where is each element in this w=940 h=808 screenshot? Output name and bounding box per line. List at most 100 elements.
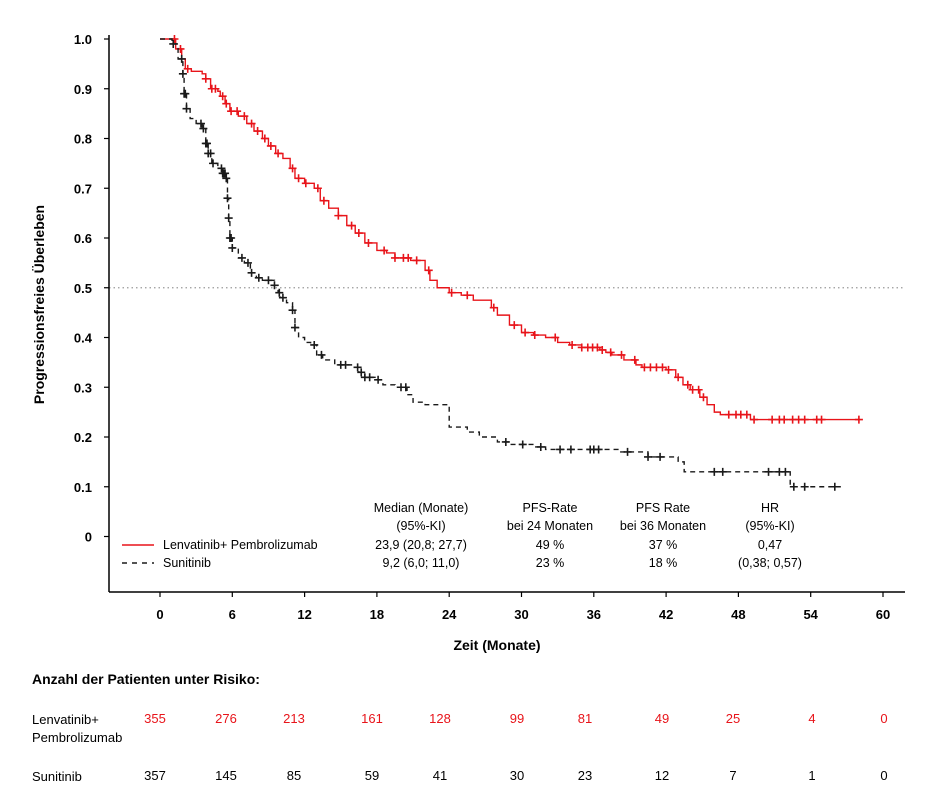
censor-mark xyxy=(222,99,231,108)
censor-mark xyxy=(489,303,498,312)
censor-mark xyxy=(593,343,602,352)
stats-subheader: (95%-KI) xyxy=(745,519,794,533)
censor-mark xyxy=(341,360,350,369)
risk-value: 99 xyxy=(509,711,525,726)
x-tick-label: 6 xyxy=(229,607,236,622)
legend-table: Median (Monate) (95%-KI) PFS-Rate bei 24 Mo… xyxy=(122,501,802,570)
censor-mark xyxy=(334,211,343,220)
censor-mark xyxy=(288,164,297,173)
y-tick-label: 0.9 xyxy=(74,82,92,97)
y-tick-label: 1.0 xyxy=(74,32,92,47)
series-lenvatinib-pembrolizumab xyxy=(160,35,863,424)
y-tick-label: 0.4 xyxy=(74,331,93,346)
risk-value: 59 xyxy=(364,768,380,783)
censor-mark xyxy=(789,482,798,491)
y-tick-label: 0.3 xyxy=(74,380,92,395)
censor-mark xyxy=(718,467,727,476)
censor-mark xyxy=(357,368,366,377)
censor-mark xyxy=(694,385,703,394)
censor-mark xyxy=(364,238,373,247)
censor-mark xyxy=(658,363,667,372)
series-sunitinib xyxy=(160,38,841,491)
risk-value: 213 xyxy=(283,711,305,726)
y-tick-label: 0.8 xyxy=(74,132,92,147)
censor-mark xyxy=(310,340,319,349)
series-layer xyxy=(160,35,863,491)
censor-mark xyxy=(424,266,433,275)
censor-mark xyxy=(319,196,328,205)
x-tick-label: 12 xyxy=(297,607,311,622)
censor-mark xyxy=(227,234,236,242)
risk-value: 49 xyxy=(654,711,670,726)
stats-value: 0,47 xyxy=(758,538,782,552)
censor-mark xyxy=(463,291,472,300)
censor-mark xyxy=(623,447,632,456)
censor-mark xyxy=(374,375,383,384)
censor-mark xyxy=(243,258,252,267)
censor-mark xyxy=(224,214,233,223)
censor-mark xyxy=(683,380,692,389)
axes: 0 0.1 0.2 0.3 0.4 0.5 0.6 0.7 0.8 0.9 1.0 0 6 12 18 24 3… xyxy=(74,32,905,622)
censor-mark xyxy=(221,169,230,178)
censor-mark xyxy=(233,107,242,116)
x-tick-label: 48 xyxy=(731,607,745,622)
censor-mark xyxy=(260,134,269,143)
censor-mark xyxy=(800,482,809,491)
y-tick-label: 0.6 xyxy=(74,231,92,246)
censor-mark xyxy=(501,437,510,446)
censor-mark xyxy=(447,288,456,297)
censor-mark xyxy=(510,321,519,330)
stats-header: Median (Monate) xyxy=(374,501,469,515)
censor-mark xyxy=(217,164,226,173)
censor-mark xyxy=(253,127,262,136)
stats-value: 23,9 (20,8; 27,7) xyxy=(375,538,467,552)
censor-mark xyxy=(301,179,310,188)
stats-subheader: bei 24 Monaten xyxy=(507,519,593,533)
censor-mark xyxy=(521,328,530,337)
x-tick-label: 24 xyxy=(442,607,457,622)
censor-mark xyxy=(390,253,399,262)
stats-value: 37 % xyxy=(649,538,678,552)
censor-mark xyxy=(196,119,205,128)
stats-subheader: (95%-KI) xyxy=(396,519,445,533)
risk-value: 357 xyxy=(144,768,166,783)
censor-mark xyxy=(317,350,326,359)
series-line xyxy=(160,38,859,421)
censor-mark xyxy=(380,246,389,255)
stats-value: (0,38; 0,57) xyxy=(738,556,802,570)
censor-mark xyxy=(724,410,733,419)
risk-value: 145 xyxy=(215,768,237,783)
censor-mark xyxy=(768,415,777,424)
risk-table-title: Anzahl der Patienten unter Risiko: xyxy=(32,671,260,687)
censor-mark xyxy=(275,288,284,297)
censor-mark xyxy=(674,373,683,382)
censor-mark xyxy=(742,410,751,419)
censor-mark xyxy=(201,74,210,83)
censor-mark xyxy=(347,221,356,230)
censor-mark xyxy=(699,393,708,402)
censor-mark xyxy=(598,345,607,354)
x-axis-title: Zeit (Monate) xyxy=(453,637,540,653)
x-tick-label: 42 xyxy=(659,607,673,622)
risk-value: 30 xyxy=(509,768,525,783)
censor-mark xyxy=(288,306,297,315)
censor-mark xyxy=(182,104,191,113)
stats-subheader: bei 36 Monaten xyxy=(620,519,706,533)
stats-value: 9,2 (6,0; 11,0) xyxy=(383,556,460,570)
censor-mark xyxy=(222,174,231,183)
censor-mark xyxy=(211,84,220,93)
stats-header: PFS-Rate xyxy=(523,501,578,515)
censor-mark xyxy=(237,253,246,262)
risk-value: 85 xyxy=(286,768,302,783)
censor-mark xyxy=(617,350,626,359)
censor-mark xyxy=(764,467,773,476)
censor-mark xyxy=(530,331,539,340)
risk-value: 4 xyxy=(808,711,816,726)
censor-mark xyxy=(218,92,227,101)
y-tick-label: 0 xyxy=(85,530,92,545)
censor-mark xyxy=(313,184,322,193)
censor-mark xyxy=(178,69,187,78)
censor-mark xyxy=(518,440,527,449)
censor-mark xyxy=(240,112,249,121)
risk-value: 23 xyxy=(577,768,593,783)
